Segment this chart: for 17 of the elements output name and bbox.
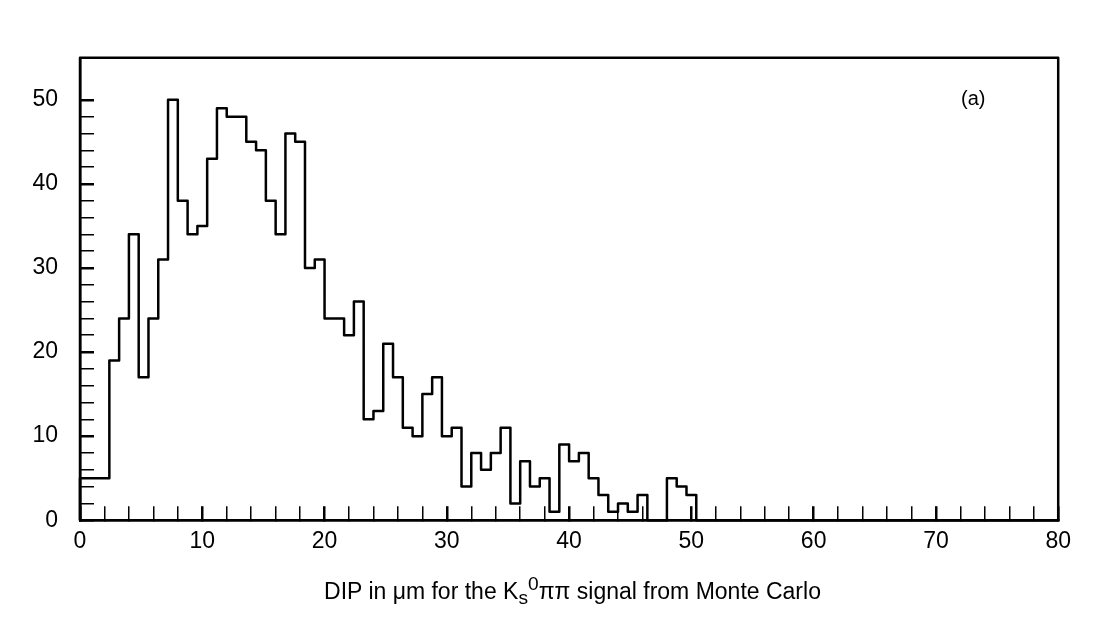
annotation: (a) (960, 87, 986, 110)
y-tick-label: 40 (32, 169, 58, 196)
y-tick-label: 50 (32, 85, 58, 112)
x-tick-label: 10 (189, 527, 216, 554)
y-tick-label: 20 (32, 337, 58, 364)
y-tick-label: 10 (32, 421, 58, 448)
x-tick-label: 80 (1045, 527, 1072, 554)
x-axis-title: DIP in μm for the K$_{s}$$^{0}$ππ signal from Monte Carlo (323, 573, 822, 610)
x-tick-label: 60 (800, 527, 827, 554)
y-tick-label: 0 (45, 505, 58, 532)
x-tick-label: 70 (923, 527, 949, 554)
y-tick-label: 30 (32, 253, 58, 280)
x-tick-label: 20 (311, 527, 338, 554)
x-tick-label: 30 (434, 527, 460, 554)
x-tick-label: 0 (73, 527, 87, 554)
x-tick-label: 50 (678, 527, 705, 554)
x-tick-label: 40 (556, 527, 582, 554)
